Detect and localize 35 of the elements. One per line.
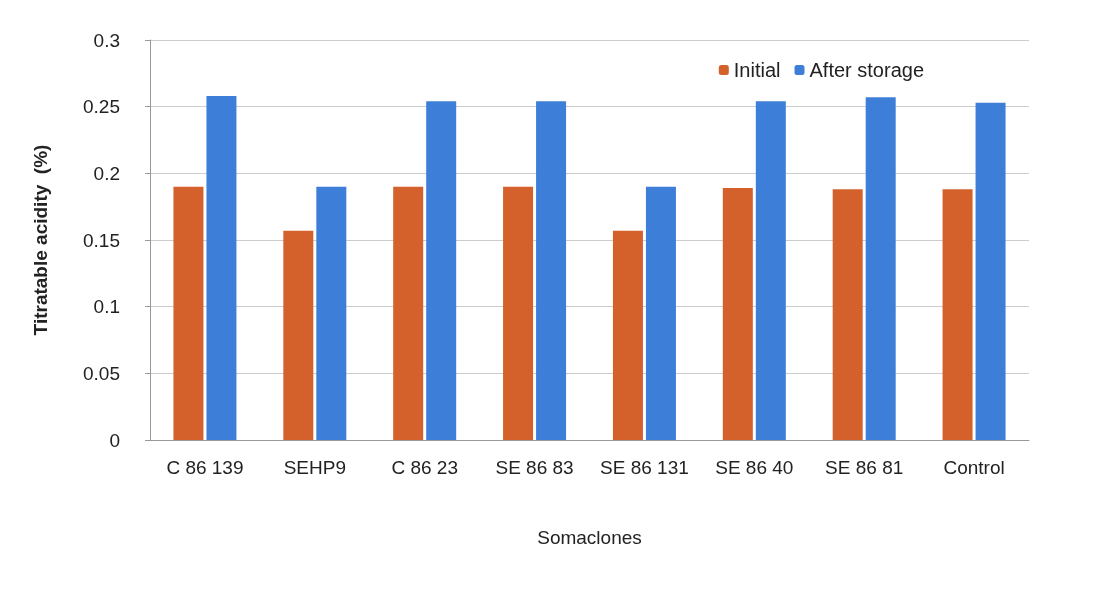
bar: [206, 96, 237, 440]
x-tick-label: SE 86 40: [715, 456, 794, 478]
bar: [722, 188, 753, 440]
bar: [645, 186, 676, 440]
bar: [316, 186, 347, 440]
y-tick-label: 0.1: [93, 296, 120, 318]
y-tick-label: 0.15: [83, 229, 120, 251]
y-axis-title: Titratable acidity (%): [30, 144, 51, 336]
bar: [975, 102, 1006, 440]
x-tick-label: Control: [943, 456, 1005, 478]
bar: [536, 101, 567, 440]
y-tick-label: 0.25: [83, 96, 120, 118]
bar: [426, 101, 457, 440]
legend-label: After storage: [809, 59, 925, 81]
bar: [612, 230, 643, 440]
bar: [865, 97, 896, 440]
x-tick-label: C 86 139: [166, 456, 244, 478]
x-tick-label: C 86 23: [391, 456, 458, 478]
bar: [755, 101, 786, 440]
bar: [503, 186, 534, 440]
legend-label: Initial: [733, 59, 781, 81]
x-tick-label: SEHP9: [283, 456, 346, 478]
bar: [393, 186, 424, 440]
y-tick-label: 0.2: [93, 162, 120, 184]
x-tick-label: SE 86 83: [495, 456, 574, 478]
x-axis-title: Somaclones: [537, 527, 642, 548]
bar: [832, 189, 863, 440]
bar: [942, 189, 973, 440]
bar: [173, 186, 204, 440]
y-tick-label: 0: [109, 429, 120, 451]
y-tick-label: 0.05: [83, 362, 120, 384]
x-tick-label: SE 86 81: [825, 456, 904, 478]
x-tick-label: SE 86 131: [600, 456, 689, 478]
bar: [283, 230, 314, 440]
y-tick-label: 0.3: [93, 29, 120, 51]
